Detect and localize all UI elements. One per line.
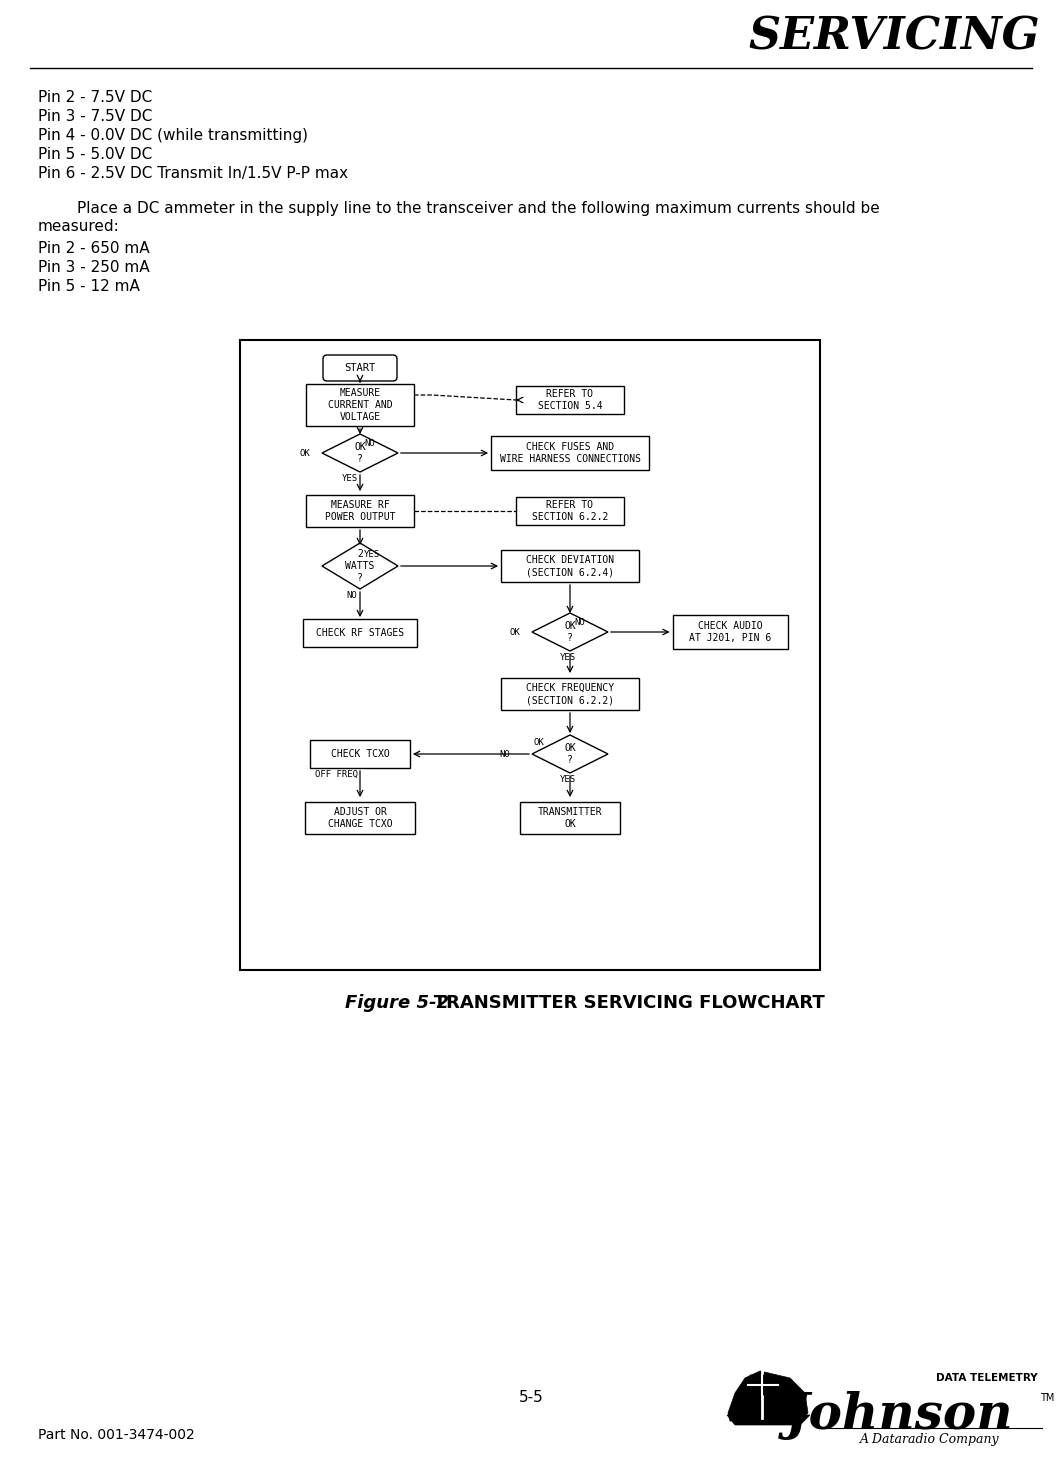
Text: TRANSMITTER
OK: TRANSMITTER OK <box>537 806 602 830</box>
Bar <box>501 678 639 710</box>
Text: 5-5: 5-5 <box>518 1389 544 1406</box>
Text: CHECK TCXO: CHECK TCXO <box>330 749 390 760</box>
Text: DATA TELEMETRY: DATA TELEMETRY <box>937 1373 1038 1384</box>
Bar <box>240 340 820 970</box>
Bar <box>672 615 788 649</box>
Text: CHECK RF STAGES: CHECK RF STAGES <box>315 628 404 639</box>
Text: Johnson: Johnson <box>786 1391 1014 1441</box>
Text: Pin 5 - 12 mA: Pin 5 - 12 mA <box>38 278 140 295</box>
Text: Pin 6 - 2.5V DC Transmit In/1.5V P-P max: Pin 6 - 2.5V DC Transmit In/1.5V P-P max <box>38 166 348 181</box>
Polygon shape <box>532 735 609 773</box>
Text: YES: YES <box>560 776 576 784</box>
Text: NO: NO <box>364 439 375 448</box>
Text: OFF FREQ: OFF FREQ <box>315 770 358 779</box>
Text: START: START <box>344 363 376 373</box>
Text: measured:: measured: <box>38 219 120 233</box>
Text: 2
WATTS
?: 2 WATTS ? <box>345 550 375 583</box>
Bar <box>306 383 414 426</box>
Text: Pin 4 - 0.0V DC (while transmitting): Pin 4 - 0.0V DC (while transmitting) <box>38 128 308 143</box>
Text: Part No. 001-3474-002: Part No. 001-3474-002 <box>38 1427 194 1442</box>
Bar <box>516 386 624 414</box>
FancyBboxPatch shape <box>323 354 397 381</box>
Text: OK: OK <box>534 738 545 746</box>
Text: OK
?: OK ? <box>564 744 576 765</box>
Text: Pin 2 - 7.5V DC: Pin 2 - 7.5V DC <box>38 90 152 105</box>
Bar <box>501 550 639 582</box>
Text: OK: OK <box>510 627 520 637</box>
Text: NO: NO <box>573 618 585 627</box>
Text: YES: YES <box>342 474 358 483</box>
Polygon shape <box>750 1375 776 1395</box>
Text: SERVICING: SERVICING <box>749 15 1040 58</box>
Bar <box>520 802 620 834</box>
Text: OK: OK <box>299 449 311 458</box>
Polygon shape <box>322 542 398 589</box>
Text: CHECK AUDIO
AT J201, PIN 6: CHECK AUDIO AT J201, PIN 6 <box>689 621 771 643</box>
Text: A Dataradio Company: A Dataradio Company <box>860 1433 999 1446</box>
Text: Pin 2 - 650 mA: Pin 2 - 650 mA <box>38 241 150 257</box>
Text: MEASURE
CURRENT AND
VOLTAGE: MEASURE CURRENT AND VOLTAGE <box>328 388 392 423</box>
Bar <box>516 497 624 525</box>
Text: YES: YES <box>364 550 380 558</box>
Text: TRANSMITTER SERVICING FLOWCHART: TRANSMITTER SERVICING FLOWCHART <box>415 994 825 1012</box>
Bar <box>491 436 649 469</box>
Text: CHECK FUSES AND
WIRE HARNESS CONNECTIONS: CHECK FUSES AND WIRE HARNESS CONNECTIONS <box>499 442 640 464</box>
Text: REFER TO
SECTION 6.2.2: REFER TO SECTION 6.2.2 <box>532 500 609 522</box>
Text: Pin 3 - 250 mA: Pin 3 - 250 mA <box>38 260 150 276</box>
Text: REFER TO
SECTION 5.4: REFER TO SECTION 5.4 <box>537 389 602 411</box>
Bar <box>310 741 410 768</box>
Text: YES: YES <box>560 653 576 662</box>
Text: MEASURE RF
POWER OUTPUT: MEASURE RF POWER OUTPUT <box>325 500 395 522</box>
Text: OK
?: OK ? <box>354 442 366 464</box>
Text: Pin 5 - 5.0V DC: Pin 5 - 5.0V DC <box>38 147 152 162</box>
Polygon shape <box>727 1371 808 1422</box>
Text: CHECK DEVIATION
(SECTION 6.2.4): CHECK DEVIATION (SECTION 6.2.4) <box>526 555 614 577</box>
Polygon shape <box>322 434 398 472</box>
Text: CHECK FREQUENCY
(SECTION 6.2.2): CHECK FREQUENCY (SECTION 6.2.2) <box>526 682 614 706</box>
Bar <box>303 620 417 647</box>
Text: Pin 3 - 7.5V DC: Pin 3 - 7.5V DC <box>38 109 152 124</box>
Text: Place a DC ammeter in the supply line to the transceiver and the following maxim: Place a DC ammeter in the supply line to… <box>38 201 879 216</box>
Text: TM: TM <box>1040 1392 1055 1403</box>
Polygon shape <box>532 612 609 652</box>
Text: OK
?: OK ? <box>564 621 576 643</box>
Text: NO: NO <box>499 749 510 758</box>
Text: NO: NO <box>346 590 357 601</box>
Polygon shape <box>727 1416 810 1424</box>
Text: ADJUST OR
CHANGE TCXO: ADJUST OR CHANGE TCXO <box>328 806 392 830</box>
Bar <box>306 496 414 526</box>
Text: Figure 5-2: Figure 5-2 <box>345 994 449 1012</box>
Bar <box>305 802 415 834</box>
